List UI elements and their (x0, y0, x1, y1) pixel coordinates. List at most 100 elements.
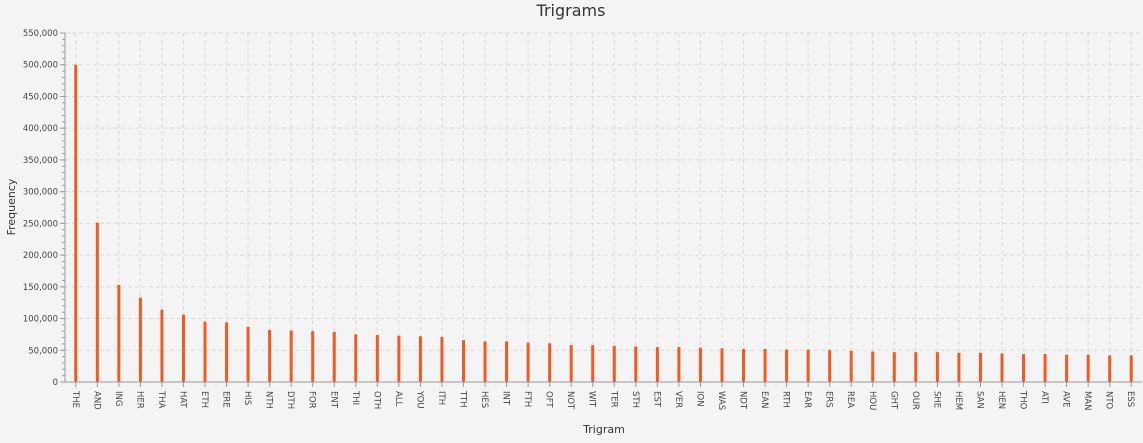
x-tick-label: EAR (802, 391, 812, 408)
bar-nth (268, 329, 272, 382)
x-tick-label: REA (845, 391, 855, 408)
axes (64, 33, 1142, 383)
bar-not (569, 345, 573, 382)
y-tick-label: 200,000 (23, 251, 58, 261)
y-tick-label: 100,000 (23, 315, 58, 325)
x-tick-label: SAN (974, 391, 984, 409)
y-tick-label: 150,000 (23, 283, 58, 293)
x-tick-label: AVE (1061, 391, 1071, 407)
bar-ave (1065, 354, 1069, 382)
y-axis-ticks: 0 50,000 100,000 150,000 200,000 250,000 300,0… (23, 29, 65, 388)
x-tick-label: ING (113, 391, 123, 406)
x-tick-label: ESS (1125, 391, 1135, 407)
bar-you (418, 336, 422, 382)
bar-for (311, 331, 315, 382)
x-tick-label: RTH (781, 391, 791, 408)
bar-tth (461, 340, 465, 382)
y-tick-label: 350,000 (23, 156, 58, 166)
x-tick-label: THA (156, 390, 166, 409)
x-tick-label: YOU (414, 390, 424, 409)
x-tick-label: OUR (910, 391, 920, 410)
y-axis-label: Frequency (5, 178, 18, 235)
bar-ter (612, 345, 616, 382)
bar-ers (828, 350, 832, 382)
bar-ing (117, 284, 121, 382)
bar-hen (1000, 353, 1004, 382)
bar-ith (440, 336, 444, 382)
bar-hes (483, 341, 487, 382)
x-tick-label: ENT (328, 391, 338, 409)
bar-oft (548, 343, 552, 382)
bar-tha (160, 309, 164, 382)
x-tick-label: FTH (522, 391, 532, 407)
bar-ght (892, 352, 896, 382)
bar-and (95, 222, 99, 382)
bar-tho (1022, 354, 1026, 382)
x-tick-label: INT (501, 391, 511, 406)
bar-her (138, 297, 142, 382)
x-tick-label: SHE (931, 391, 941, 408)
bar-wit (591, 345, 595, 382)
bars (74, 64, 1133, 383)
x-tick-label: ALL (393, 391, 403, 407)
x-tick-label: HES (479, 391, 489, 408)
bar-the (74, 64, 78, 383)
bar-ati (1043, 354, 1047, 382)
x-tick-label: ITH (436, 391, 446, 405)
x-tick-label: ION (694, 391, 704, 407)
x-tick-label: ERE (221, 391, 231, 408)
x-tick-label: HAT (177, 391, 187, 409)
y-tick-label: 50,000 (28, 346, 58, 356)
bar-hem (957, 352, 961, 382)
bar-his (246, 326, 250, 382)
x-tick-label: WAS (716, 391, 726, 410)
chart-title: Trigrams (536, 1, 606, 20)
y-tick-label: 0 (53, 378, 58, 388)
bar-man (1086, 354, 1090, 382)
x-tick-label: THI (350, 390, 360, 405)
bar-ess (1129, 355, 1133, 382)
x-tick-label: WIT (587, 391, 597, 408)
x-tick-label: NTO (1104, 391, 1114, 410)
x-tick-label: HER (134, 391, 144, 409)
bar-ver (677, 347, 681, 382)
y-tick-label: 400,000 (23, 124, 58, 134)
bar-dth (289, 330, 293, 382)
y-tick-label: 550,000 (23, 29, 58, 39)
x-tick-label: ERS (824, 391, 834, 408)
y-tick-label: 250,000 (23, 219, 58, 229)
bar-ent (332, 331, 336, 382)
x-tick-label: FOR (307, 391, 317, 409)
x-tick-label: AND (91, 391, 101, 410)
x-tick-label: TTH (457, 390, 467, 408)
x-axis-label: Trigram (582, 423, 625, 436)
x-tick-label: TER (608, 390, 618, 408)
x-tick-label: STH (630, 391, 640, 408)
y-tick-label: 500,000 (23, 61, 58, 71)
x-tick-label: OFT (544, 391, 554, 408)
x-tick-label: DTH (285, 391, 295, 409)
bar-rth (785, 349, 789, 382)
bar-san (978, 352, 982, 382)
bar-nto (1108, 355, 1112, 382)
x-tick-label: VER (673, 391, 683, 408)
bar-fth (526, 342, 530, 382)
bar-all (397, 335, 401, 382)
x-tick-label: HIS (242, 391, 252, 405)
x-tick-label: MAN (1082, 391, 1092, 411)
bar-hat (181, 314, 185, 382)
x-tick-label: THE (70, 390, 80, 408)
bar-rea (849, 350, 853, 382)
bar-oth (375, 335, 379, 382)
x-tick-label: NOT (565, 391, 575, 410)
x-axis-ticks: THE AND ING HER THA HAT ETH ERE HIS NTH DTH FOR ENT T… (70, 382, 1135, 411)
y-tick-label: 450,000 (23, 92, 58, 102)
bar-ear (806, 349, 810, 382)
bar-was (720, 348, 724, 382)
grid-lines (65, 32, 1142, 382)
x-tick-label: EAN (759, 391, 769, 409)
bar-eth (203, 321, 207, 382)
bar-hou (871, 351, 875, 382)
bar-ere (225, 322, 229, 382)
